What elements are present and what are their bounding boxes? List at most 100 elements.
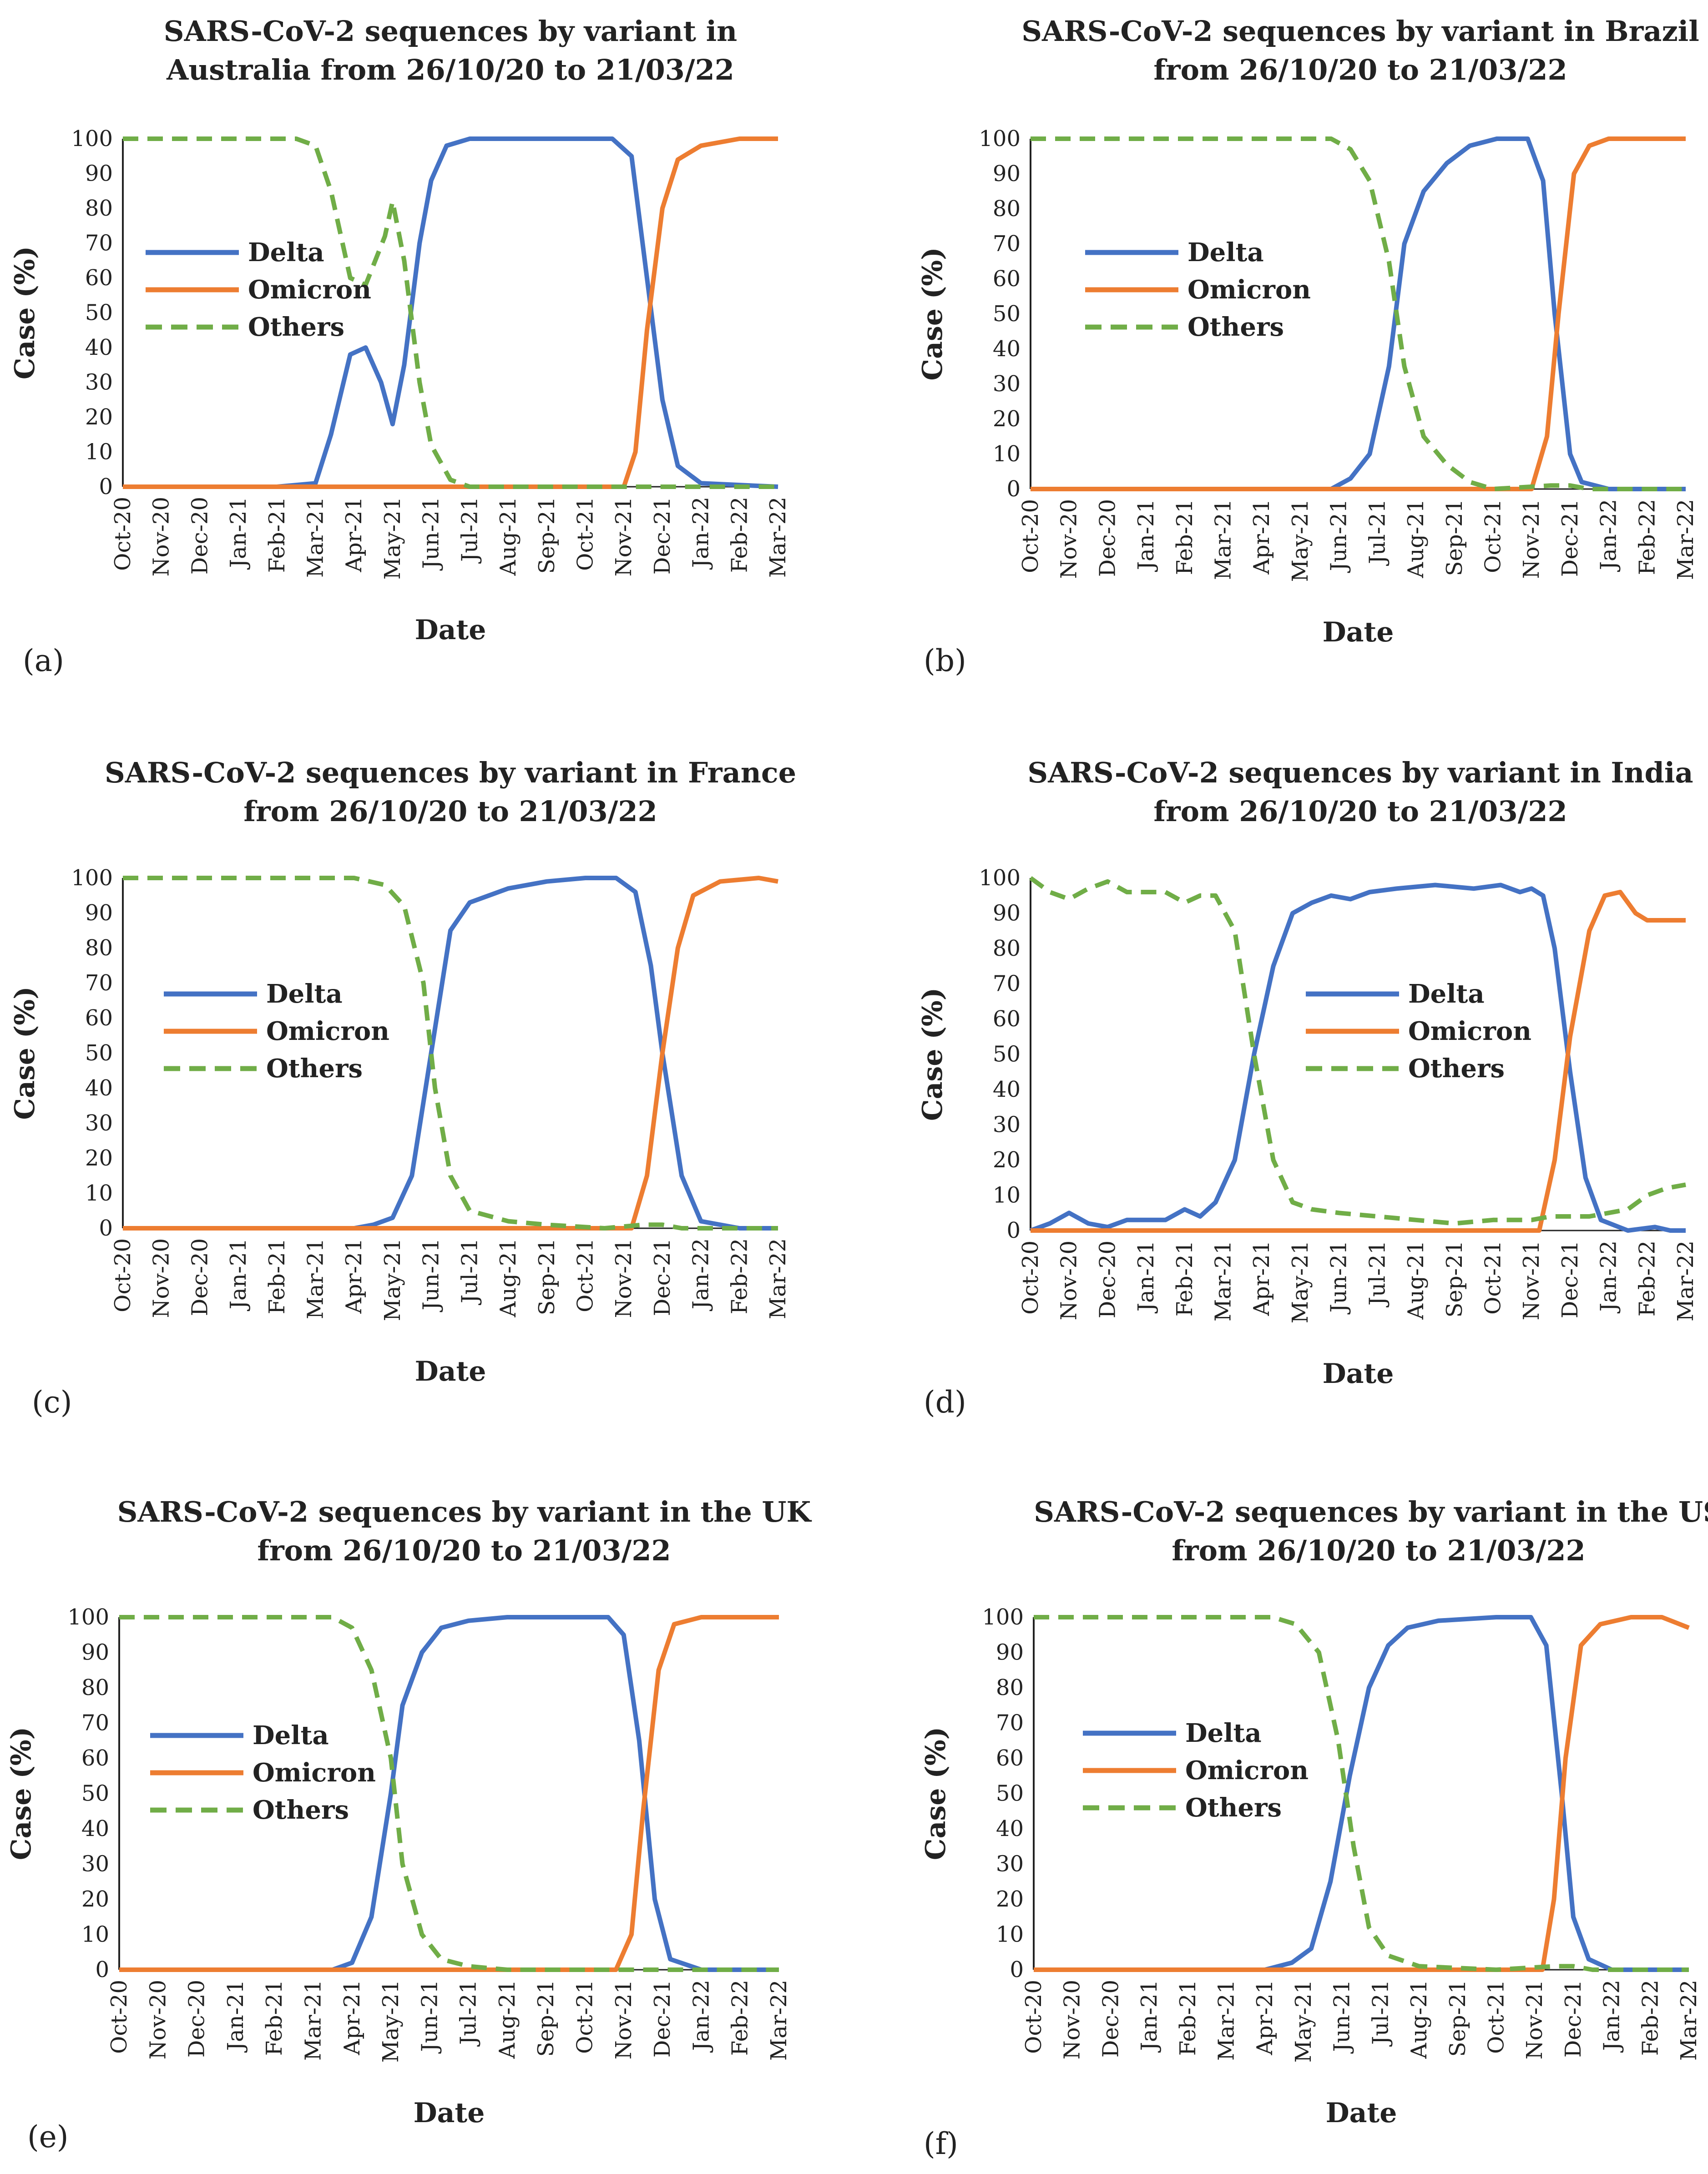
x-tick-label: Dec-20	[1095, 1241, 1120, 1318]
x-tick-label: Nov-20	[1056, 1241, 1082, 1320]
chart-title-line1: SARS-CoV-2 sequences by variant in India	[1027, 756, 1693, 789]
x-tick-label: Dec-21	[650, 1980, 675, 2058]
x-tick-label: Oct-20	[1018, 499, 1043, 573]
y-tick-label: 0	[99, 1216, 113, 1241]
x-tick-label: Mar-22	[1673, 1241, 1698, 1322]
x-tick-label: Dec-20	[1095, 499, 1120, 577]
x-tick-label: May-21	[1291, 1980, 1316, 2063]
chart-panel-5: SARS-CoV-2 sequences by variant in the U…	[5, 1495, 812, 2154]
x-tick-label: Apr-21	[1252, 1980, 1278, 2056]
y-tick-label: 60	[85, 265, 113, 291]
series-line-delta	[123, 876, 778, 1231]
legend-label-others: Others	[1408, 1054, 1505, 1084]
y-tick-label: 80	[993, 936, 1021, 961]
x-tick-label: Nov-20	[145, 1980, 171, 2059]
y-tick-label: 90	[85, 900, 113, 926]
legend-label-delta: Delta	[1185, 1718, 1262, 1748]
x-tick-label: Jul-21	[1364, 1241, 1390, 1308]
x-tick-label: Mar-22	[766, 1980, 792, 2061]
chart-title-line2: from 26/10/20 to 21/03/22	[257, 1534, 671, 1567]
y-tick-label: 20	[81, 1886, 109, 1912]
x-tick-label: Feb-22	[728, 1980, 753, 2056]
chart-title-line1: SARS-CoV-2 sequences by variant in Brazi…	[1021, 15, 1699, 48]
x-tick-label: Oct-21	[572, 497, 598, 571]
y-tick-label: 90	[85, 161, 113, 187]
series-line-delta	[119, 1615, 779, 1972]
x-tick-label: Sep-21	[534, 497, 560, 574]
legend-label-omicron: Omicron	[266, 1016, 389, 1046]
legend-label-others: Others	[1188, 312, 1284, 342]
x-tick-label: Nov-21	[1519, 1241, 1544, 1320]
x-tick-label: Oct-20	[1018, 1241, 1043, 1315]
chart-title-line1: SARS-CoV-2 sequences by variant in the U…	[117, 1495, 812, 1528]
y-tick-label: 40	[996, 1816, 1024, 1841]
x-tick-label: Feb-21	[1172, 499, 1198, 575]
legend-label-delta: Delta	[253, 1720, 329, 1750]
x-tick-label: Mar-21	[303, 1238, 328, 1319]
y-tick-label: 60	[993, 1006, 1021, 1032]
y-tick-label: 10	[85, 1180, 113, 1206]
y-tick-label: 100	[71, 865, 113, 891]
x-tick-label: May-21	[1288, 1241, 1313, 1323]
x-tick-label: Nov-20	[149, 1238, 174, 1318]
legend-label-delta: Delta	[1188, 237, 1264, 267]
x-tick-label: May-21	[380, 1238, 405, 1321]
y-tick-label: 30	[996, 1851, 1024, 1877]
series-line-omicron	[119, 1615, 779, 1972]
x-tick-label: Jan-22	[688, 1238, 714, 1311]
y-tick-label: 100	[979, 865, 1021, 891]
y-tick-label: 40	[81, 1816, 109, 1841]
y-axis-title: Case (%)	[917, 247, 949, 380]
x-tick-label: Mar-22	[765, 497, 791, 578]
chart-title-line2: from 26/10/20 to 21/03/22	[1172, 1534, 1585, 1567]
x-tick-label: Sep-21	[534, 1238, 560, 1315]
x-tick-label: Jan-22	[688, 1980, 714, 2053]
y-tick-label: 10	[85, 439, 113, 465]
x-tick-label: Aug-21	[495, 1238, 521, 1318]
legend-label-others: Others	[1185, 1793, 1282, 1823]
x-tick-label: Oct-21	[572, 1238, 598, 1312]
x-tick-label: Aug-21	[495, 1980, 520, 2059]
x-tick-label: Oct-21	[1483, 1980, 1509, 2054]
x-tick-label: Oct-20	[110, 497, 136, 571]
y-tick-label: 30	[85, 370, 113, 395]
y-tick-label: 10	[993, 1183, 1021, 1208]
x-tick-label: Oct-20	[106, 1980, 132, 2054]
x-tick-label: Aug-21	[1406, 1980, 1432, 2059]
x-tick-label: Nov-20	[1060, 1980, 1085, 2059]
x-tick-label: Jun-21	[1329, 1980, 1355, 2054]
x-tick-label: Dec-20	[1098, 1980, 1123, 2058]
legend-label-omicron: Omicron	[1188, 275, 1311, 305]
x-tick-label: Feb-22	[1637, 1980, 1663, 2056]
y-tick-label: 70	[81, 1710, 109, 1736]
series-line-others	[123, 876, 778, 1231]
y-tick-label: 60	[81, 1745, 109, 1771]
chart-title-line1: SARS-CoV-2 sequences by variant in the U…	[1034, 1495, 1708, 1528]
x-tick-label: Jul-21	[457, 1238, 482, 1306]
legend-label-omicron: Omicron	[1408, 1016, 1531, 1046]
x-axis-title: Date	[1323, 1358, 1394, 1390]
y-tick-label: 0	[1006, 476, 1021, 502]
x-tick-label: Sep-21	[1442, 499, 1467, 576]
y-tick-label: 70	[996, 1710, 1024, 1736]
x-tick-label: Jan-22	[1596, 1241, 1622, 1314]
x-axis-title: Date	[1326, 2097, 1397, 2129]
y-axis-title: Case (%)	[920, 1727, 952, 1860]
series-line-others	[1029, 876, 1686, 1226]
y-tick-label: 40	[993, 1077, 1021, 1102]
x-tick-label: Mar-22	[1673, 499, 1698, 580]
x-tick-label: Aug-21	[1403, 1241, 1429, 1320]
x-tick-label: Feb-22	[1634, 1241, 1660, 1317]
x-tick-label: Dec-20	[184, 1980, 210, 2058]
y-tick-label: 20	[85, 404, 113, 430]
y-tick-label: 90	[81, 1640, 109, 1665]
legend-label-omicron: Omicron	[253, 1758, 376, 1788]
y-tick-label: 50	[85, 1040, 113, 1066]
y-tick-label: 50	[993, 301, 1021, 327]
series-line-delta	[123, 136, 778, 489]
x-tick-label: Apr-21	[339, 1980, 365, 2056]
y-axis-title: Case (%)	[9, 246, 41, 379]
x-tick-label: Dec-21	[650, 1238, 675, 1316]
x-tick-label: Aug-21	[1403, 499, 1429, 579]
x-tick-label: Feb-22	[1634, 499, 1660, 575]
